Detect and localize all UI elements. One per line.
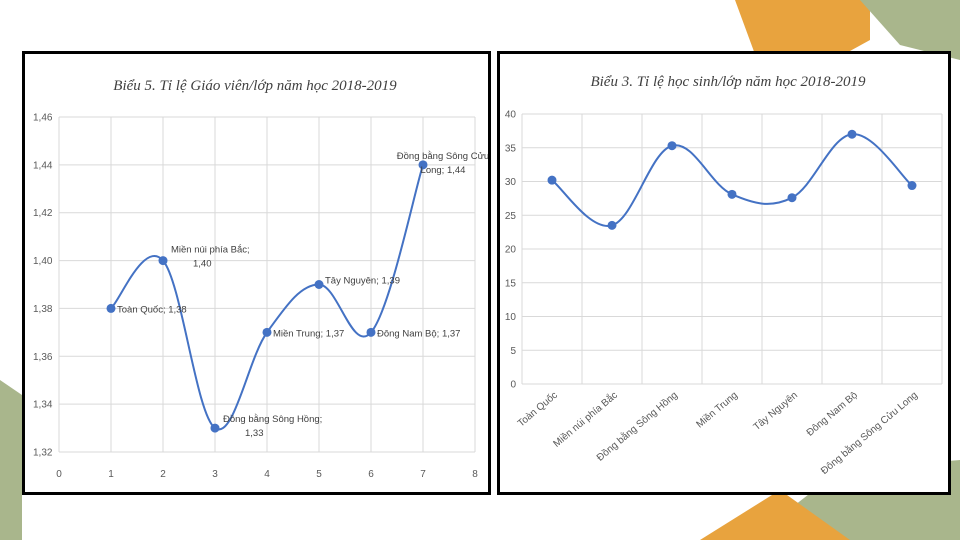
x-tick-label: 4: [264, 469, 270, 480]
y-tick-label: 1,32: [33, 448, 53, 459]
y-tick-label: 20: [505, 245, 517, 256]
x-tick-label: 0: [56, 469, 62, 480]
x-tick-label: 3: [212, 469, 218, 480]
y-tick-label: 1,36: [33, 352, 53, 363]
data-label-line: Long; 1,44: [421, 165, 466, 176]
y-tick-label: 1,40: [33, 256, 53, 267]
data-label-line: Tây Nguyên; 1,39: [325, 276, 400, 287]
x-category-label: Miền núi phía Bắc: [550, 388, 620, 449]
data-point-marker: [787, 193, 797, 203]
data-label-line: 1,40: [193, 259, 212, 270]
chart-teacher-ratio: Biểu 5. Tỉ lệ Giáo viên/lớp năm học 2018…: [33, 78, 488, 480]
data-label: Miền núi phía Bắc; 1,40: [171, 245, 250, 270]
data-point-marker: [667, 141, 677, 151]
y-tick-label: 25: [505, 211, 517, 222]
data-point-marker: [547, 175, 557, 185]
data-label: Đông Nam Bộ; 1,37: [377, 328, 460, 339]
data-point-marker: [907, 181, 917, 191]
green-decor-shape-left: [0, 380, 22, 540]
chart-title: Biểu 3. Tỉ lệ học sinh/lớp năm học 2018-…: [590, 74, 866, 90]
y-tick-label: 30: [505, 177, 517, 188]
data-label-line: 1,33: [245, 428, 264, 439]
data-point-marker: [847, 129, 857, 139]
data-point-marker: [158, 256, 168, 266]
x-tick-label: 5: [316, 469, 322, 480]
data-label: Toàn Quốc; 1,38: [117, 304, 187, 315]
data-label: Đồng bằng Sông Hồng; 1,33: [223, 414, 322, 439]
x-tick-label: 1: [108, 469, 114, 480]
x-tick-label: 6: [368, 469, 374, 480]
x-category-label: Miền Trung: [694, 389, 740, 430]
y-tick-label: 1,42: [33, 208, 53, 219]
chart-student-ratio: Biểu 3. Tỉ lệ học sinh/lớp năm học 2018-…: [505, 74, 943, 477]
data-label-line: Đồng bằng Sông Cửu: [397, 151, 488, 162]
y-tick-label: 1,46: [33, 113, 53, 124]
y-tick-label: 35: [505, 143, 517, 154]
data-point-marker: [210, 423, 220, 433]
x-tick-label: 7: [420, 469, 426, 480]
x-tick-label: 2: [160, 469, 166, 480]
x-tick-label: 8: [472, 469, 478, 480]
data-point-marker: [727, 189, 737, 199]
y-tick-label: 5: [510, 346, 516, 357]
y-tick-label: 1,44: [33, 160, 53, 171]
data-label-line: Đông Nam Bộ; 1,37: [377, 328, 460, 339]
y-tick-label: 15: [505, 278, 517, 289]
x-category-label: Tây Nguyên: [752, 390, 800, 433]
data-point-marker: [106, 303, 116, 313]
data-label: Tây Nguyên; 1,39: [325, 276, 400, 287]
data-point-marker: [262, 327, 272, 337]
chart-panel-teacher-ratio: Biểu 5. Tỉ lệ Giáo viên/lớp năm học 2018…: [22, 51, 491, 495]
y-tick-label: 0: [510, 380, 516, 391]
chart-panel-student-ratio: Biểu 3. Tỉ lệ học sinh/lớp năm học 2018-…: [497, 51, 951, 495]
chart-title: Biểu 5. Tỉ lệ Giáo viên/lớp năm học 2018…: [113, 78, 397, 94]
x-category-label: Đông bằng Sông Cửu Long: [818, 388, 920, 477]
data-label: Đồng bằng Sông Cửu Long; 1,44: [397, 151, 488, 176]
data-point-marker: [314, 280, 324, 289]
x-category-label: Toàn Quốc: [515, 389, 560, 429]
data-label-line: Toàn Quốc; 1,38: [117, 304, 187, 315]
data-point-marker: [607, 220, 617, 230]
data-point-marker: [366, 327, 376, 337]
data-point-marker: [418, 160, 428, 170]
y-tick-label: 10: [505, 312, 517, 323]
x-category-label: Đông Nam Bộ: [805, 390, 861, 439]
data-label-line: Miền núi phía Bắc;: [171, 245, 250, 256]
orange-decor-shape-bottom: [700, 490, 850, 540]
data-label-line: Đồng bằng Sông Hồng;: [223, 414, 322, 425]
data-label: Miền Trung; 1,37: [273, 328, 344, 339]
green-decor-shape-top: [860, 0, 960, 60]
y-tick-label: 1,34: [33, 400, 53, 411]
y-tick-label: 40: [505, 110, 517, 121]
data-label-line: Miền Trung; 1,37: [273, 328, 344, 339]
y-tick-label: 1,38: [33, 304, 53, 315]
